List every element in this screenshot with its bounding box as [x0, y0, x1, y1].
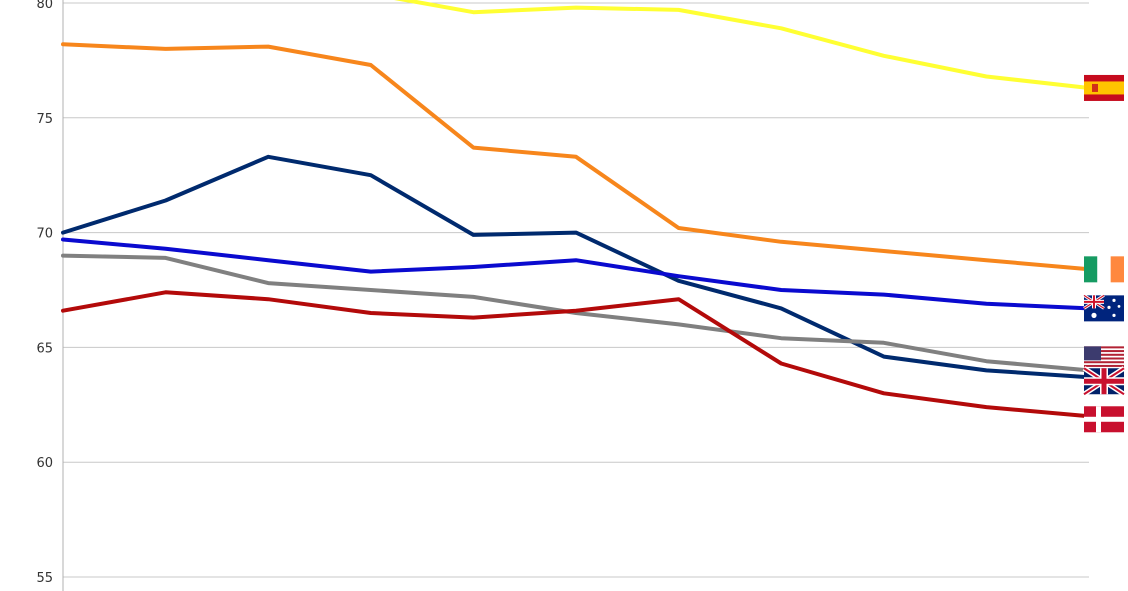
ireland-series-line — [61, 42, 1091, 272]
y-tick-label: 70 — [36, 227, 53, 242]
y-tick-label: 60 — [36, 456, 53, 471]
y-tick-label: 55 — [36, 571, 53, 586]
australia-series-line — [61, 237, 1091, 311]
australia-flag — [1083, 294, 1124, 322]
spain-series-line — [394, 0, 1091, 90]
usa-flag — [1084, 346, 1124, 371]
denmark-series-line — [61, 290, 1091, 419]
usa-series-line — [61, 253, 1091, 373]
spain-flag — [1084, 74, 1124, 101]
y-axis-tick-labels: 55 60 65 70 75 80 — [36, 0, 53, 586]
series-lines — [61, 0, 1091, 419]
legend-flags — [1082, 74, 1126, 433]
y-tick-label: 80 — [36, 0, 53, 12]
uk-flag — [1082, 366, 1126, 397]
y-tick-label: 75 — [36, 112, 53, 127]
y-tick-label: 65 — [36, 341, 53, 356]
ireland-flag — [1084, 256, 1124, 283]
uk-series-line — [61, 154, 1091, 380]
denmark-flag — [1084, 406, 1124, 433]
gridlines — [63, 2, 1089, 578]
